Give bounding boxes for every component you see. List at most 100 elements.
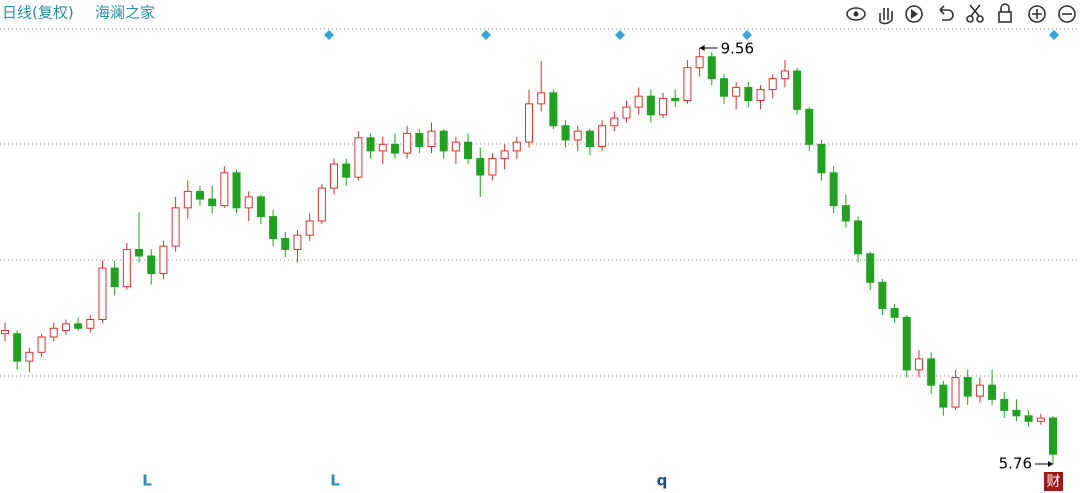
candle-body	[585, 130, 594, 148]
candle-body	[61, 323, 70, 331]
event-diamond[interactable]	[481, 30, 491, 40]
candle-body	[451, 141, 460, 152]
candle-body	[1, 329, 9, 335]
candle-body	[890, 308, 899, 318]
candle-body	[659, 97, 668, 116]
candle-body	[244, 196, 253, 209]
candle-body	[525, 103, 533, 143]
candle-body	[914, 358, 923, 371]
event-diamonds	[324, 30, 1059, 40]
zoom-out-button[interactable]	[1058, 5, 1076, 23]
candle-body	[841, 205, 850, 222]
badge-box[interactable]	[1044, 472, 1063, 491]
cut-button[interactable]	[966, 4, 984, 23]
candle-body	[171, 207, 180, 247]
candle-body	[281, 237, 290, 250]
event-diamond[interactable]	[742, 30, 752, 40]
lock-button[interactable]	[998, 3, 1012, 23]
candle-body	[98, 267, 107, 320]
candle-body	[927, 358, 936, 386]
candle-body	[122, 248, 131, 288]
zoom-in-button[interactable]	[1028, 5, 1046, 23]
candle-body	[500, 150, 509, 160]
view-button[interactable]	[846, 7, 866, 21]
event-mark[interactable]: L	[330, 472, 340, 490]
max-label: 9.56	[721, 40, 754, 58]
badge[interactable]: 财	[1047, 474, 1061, 490]
chart-subtitle: 海澜之家	[95, 4, 155, 22]
toolbar	[846, 3, 1076, 25]
candle-body	[537, 92, 546, 105]
candle-body	[439, 130, 448, 152]
candle-body	[573, 130, 582, 141]
candle-body	[1049, 417, 1057, 455]
candle-body	[975, 384, 984, 397]
candle-body	[220, 172, 229, 207]
candle-body	[366, 137, 375, 152]
chart-title: 日线(复权)	[2, 4, 74, 22]
candle-body	[86, 318, 95, 329]
candle-body	[707, 56, 716, 80]
candle-body	[403, 132, 412, 154]
candle-body	[805, 108, 814, 145]
pan-button[interactable]	[879, 8, 893, 25]
candle-body	[866, 253, 875, 283]
candle-body	[683, 67, 692, 102]
candle-body	[646, 95, 655, 116]
candle-body	[902, 316, 911, 371]
candle-body	[378, 143, 387, 152]
candle-body	[135, 248, 144, 257]
candle-body	[768, 78, 777, 91]
candle-body	[354, 137, 363, 178]
candles: 9.56 5.76	[1, 40, 1057, 473]
candle-body	[780, 70, 789, 80]
candle-body	[25, 351, 34, 362]
candle-body	[671, 97, 680, 102]
candle-body	[256, 196, 265, 218]
candle-body	[622, 106, 631, 119]
candle-body	[147, 255, 156, 275]
event-mark[interactable]: L	[142, 472, 152, 490]
candle-body	[49, 327, 58, 338]
event-diamond[interactable]	[615, 30, 625, 40]
candle-body	[427, 130, 436, 148]
candle-body	[390, 143, 399, 154]
candle-body	[854, 220, 863, 255]
candle-body	[159, 245, 168, 275]
candle-body	[988, 384, 997, 400]
candle-body	[488, 158, 497, 176]
candle-body	[963, 377, 972, 397]
candle-body	[1036, 417, 1045, 422]
candle-body	[695, 56, 704, 69]
candle-body	[951, 377, 960, 408]
candle-body	[634, 95, 643, 108]
candle-body	[878, 281, 887, 310]
event-diamond[interactable]	[1049, 30, 1059, 40]
min-label: 5.76	[999, 455, 1032, 473]
play-button[interactable]	[905, 5, 923, 23]
candle-body	[74, 323, 83, 329]
candle-body	[342, 163, 351, 178]
candle-body	[317, 187, 326, 222]
min-arrow	[1048, 461, 1053, 467]
undo-button[interactable]	[939, 5, 954, 21]
candle-body	[415, 132, 424, 148]
candle-body	[269, 216, 278, 239]
candle-body	[195, 190, 204, 200]
candle-body	[293, 234, 302, 250]
candle-body	[549, 92, 558, 127]
candle-body	[183, 190, 192, 209]
candle-body	[232, 172, 241, 209]
candle-body	[793, 70, 802, 110]
candle-body	[719, 78, 728, 97]
event-diamond[interactable]	[324, 30, 334, 40]
candle-body	[476, 158, 485, 176]
candle-body	[756, 89, 765, 102]
candle-body	[330, 163, 339, 189]
event-mark[interactable]: q	[657, 472, 668, 490]
candle-body	[1024, 415, 1033, 422]
candle-body	[610, 117, 619, 127]
candle-body	[464, 141, 473, 160]
candle-body	[939, 384, 948, 408]
